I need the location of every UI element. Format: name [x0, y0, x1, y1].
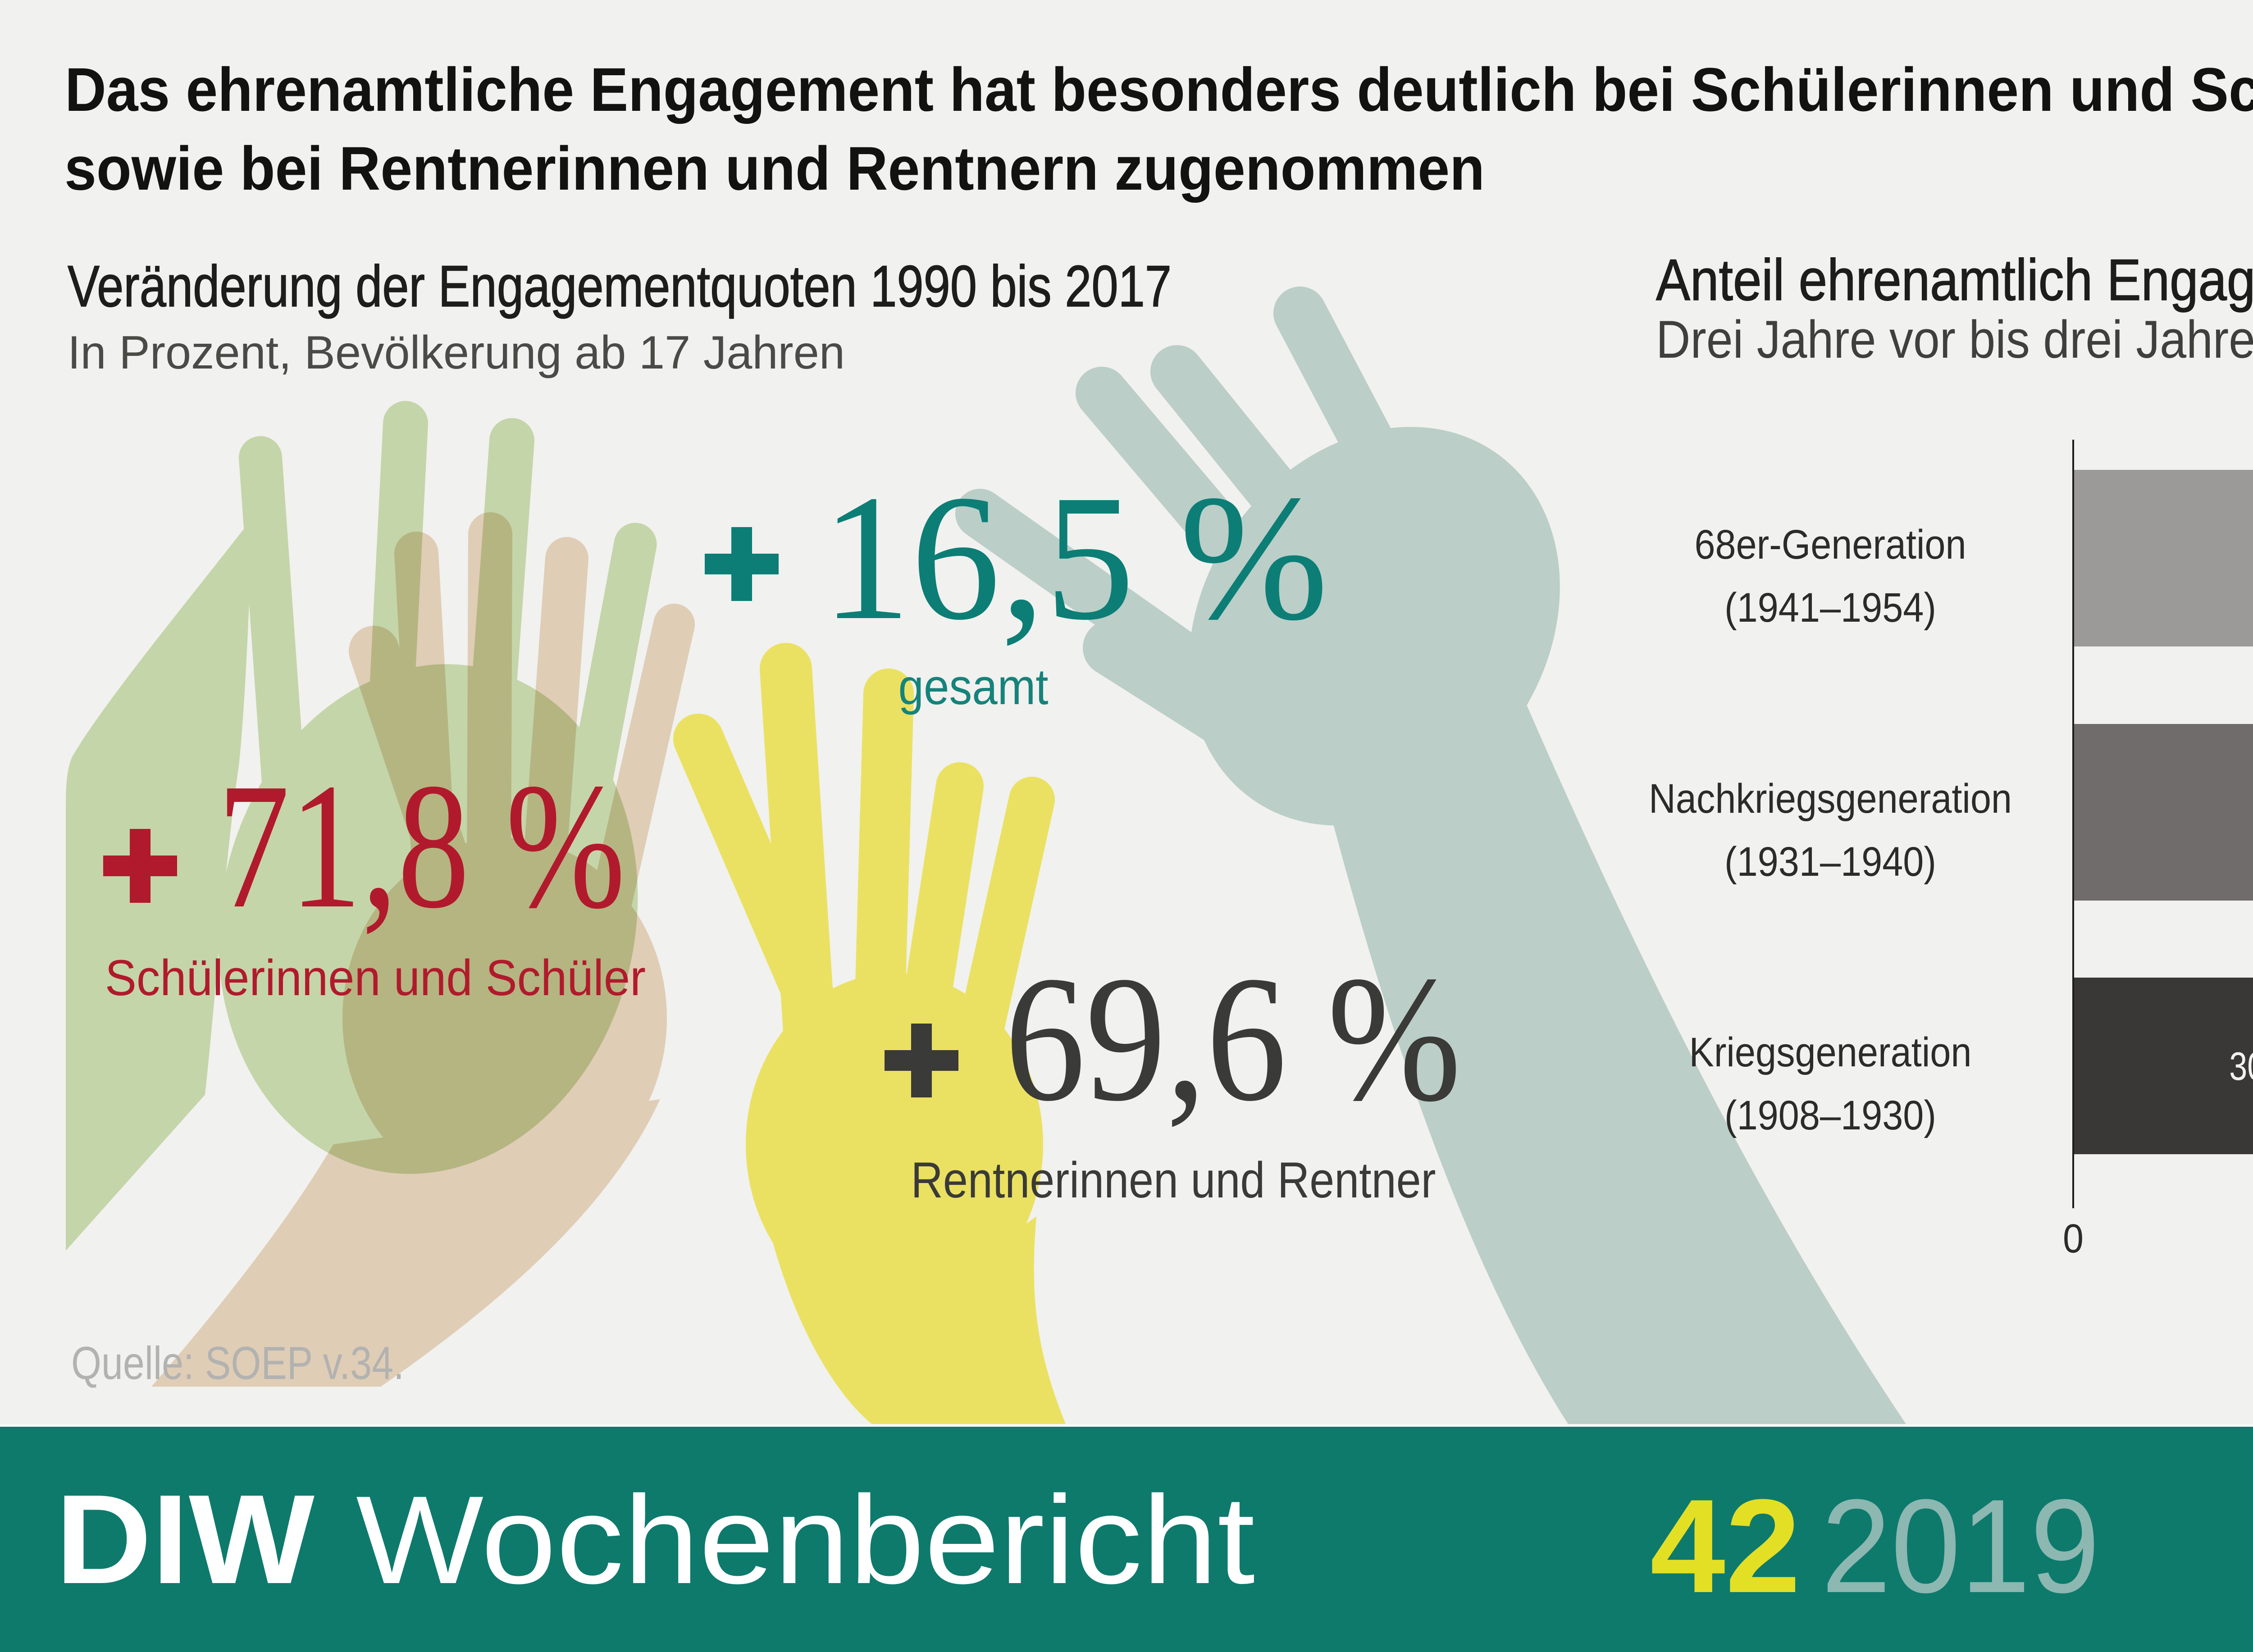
svg-text:(1941–1954): (1941–1954) — [1724, 585, 1936, 631]
svg-text:Das ehrenamtliche Engagement h: Das ehrenamtliche Engagement hat besonde… — [65, 55, 2253, 124]
svg-text:Veränderung der Engagementquot: Veränderung der Engagementquoten 1990 bi… — [68, 253, 1172, 319]
svg-text:In Prozent, Bevölkerung ab 17: In Prozent, Bevölkerung ab 17 Jahren — [68, 327, 845, 379]
svg-text:gesamt: gesamt — [898, 659, 1049, 715]
svg-text:16,5 %: 16,5 % — [821, 458, 1328, 657]
svg-text:DIW: DIW — [55, 1468, 316, 1610]
svg-text:0: 0 — [2063, 1216, 2084, 1261]
svg-text:Quelle: SOEP v.34.: Quelle: SOEP v.34. — [71, 1337, 404, 1389]
svg-text:Wochenbericht: Wochenbericht — [356, 1470, 1255, 1610]
svg-text:(1931–1940): (1931–1940) — [1724, 839, 1936, 885]
svg-text:Nachkriegsgeneration: Nachkriegsgeneration — [1649, 776, 2012, 822]
svg-text:68er-Generation: 68er-Generation — [1695, 522, 1966, 568]
svg-text:2019: 2019 — [1821, 1471, 2100, 1620]
svg-text:Drei Jahre vor bis drei Jahre: Drei Jahre vor bis drei Jahre nach Rente… — [1656, 310, 2253, 369]
svg-text:Schülerinnen und Schüler: Schülerinnen und Schüler — [105, 950, 646, 1006]
svg-text:Rentnerinnen und Rentner: Rentnerinnen und Rentner — [911, 1152, 1436, 1208]
svg-text:69,6 %: 69,6 % — [1005, 939, 1461, 1138]
svg-text:Anteil ehrenamtlich Engagierte: Anteil ehrenamtlich Engagierter um den R… — [1656, 247, 2253, 313]
svg-text:(1908–1930): (1908–1930) — [1724, 1092, 1936, 1138]
svg-text:42: 42 — [1650, 1471, 1801, 1620]
svg-text:Kriegsgeneration: Kriegsgeneration — [1689, 1029, 1972, 1075]
svg-text:30,9: 30,9 — [2229, 1044, 2253, 1088]
svg-text:sowie bei Rentnerinnen und Ren: sowie bei Rentnerinnen und Rentnern zuge… — [64, 134, 1485, 203]
svg-text:71,8 %: 71,8 % — [218, 746, 625, 946]
